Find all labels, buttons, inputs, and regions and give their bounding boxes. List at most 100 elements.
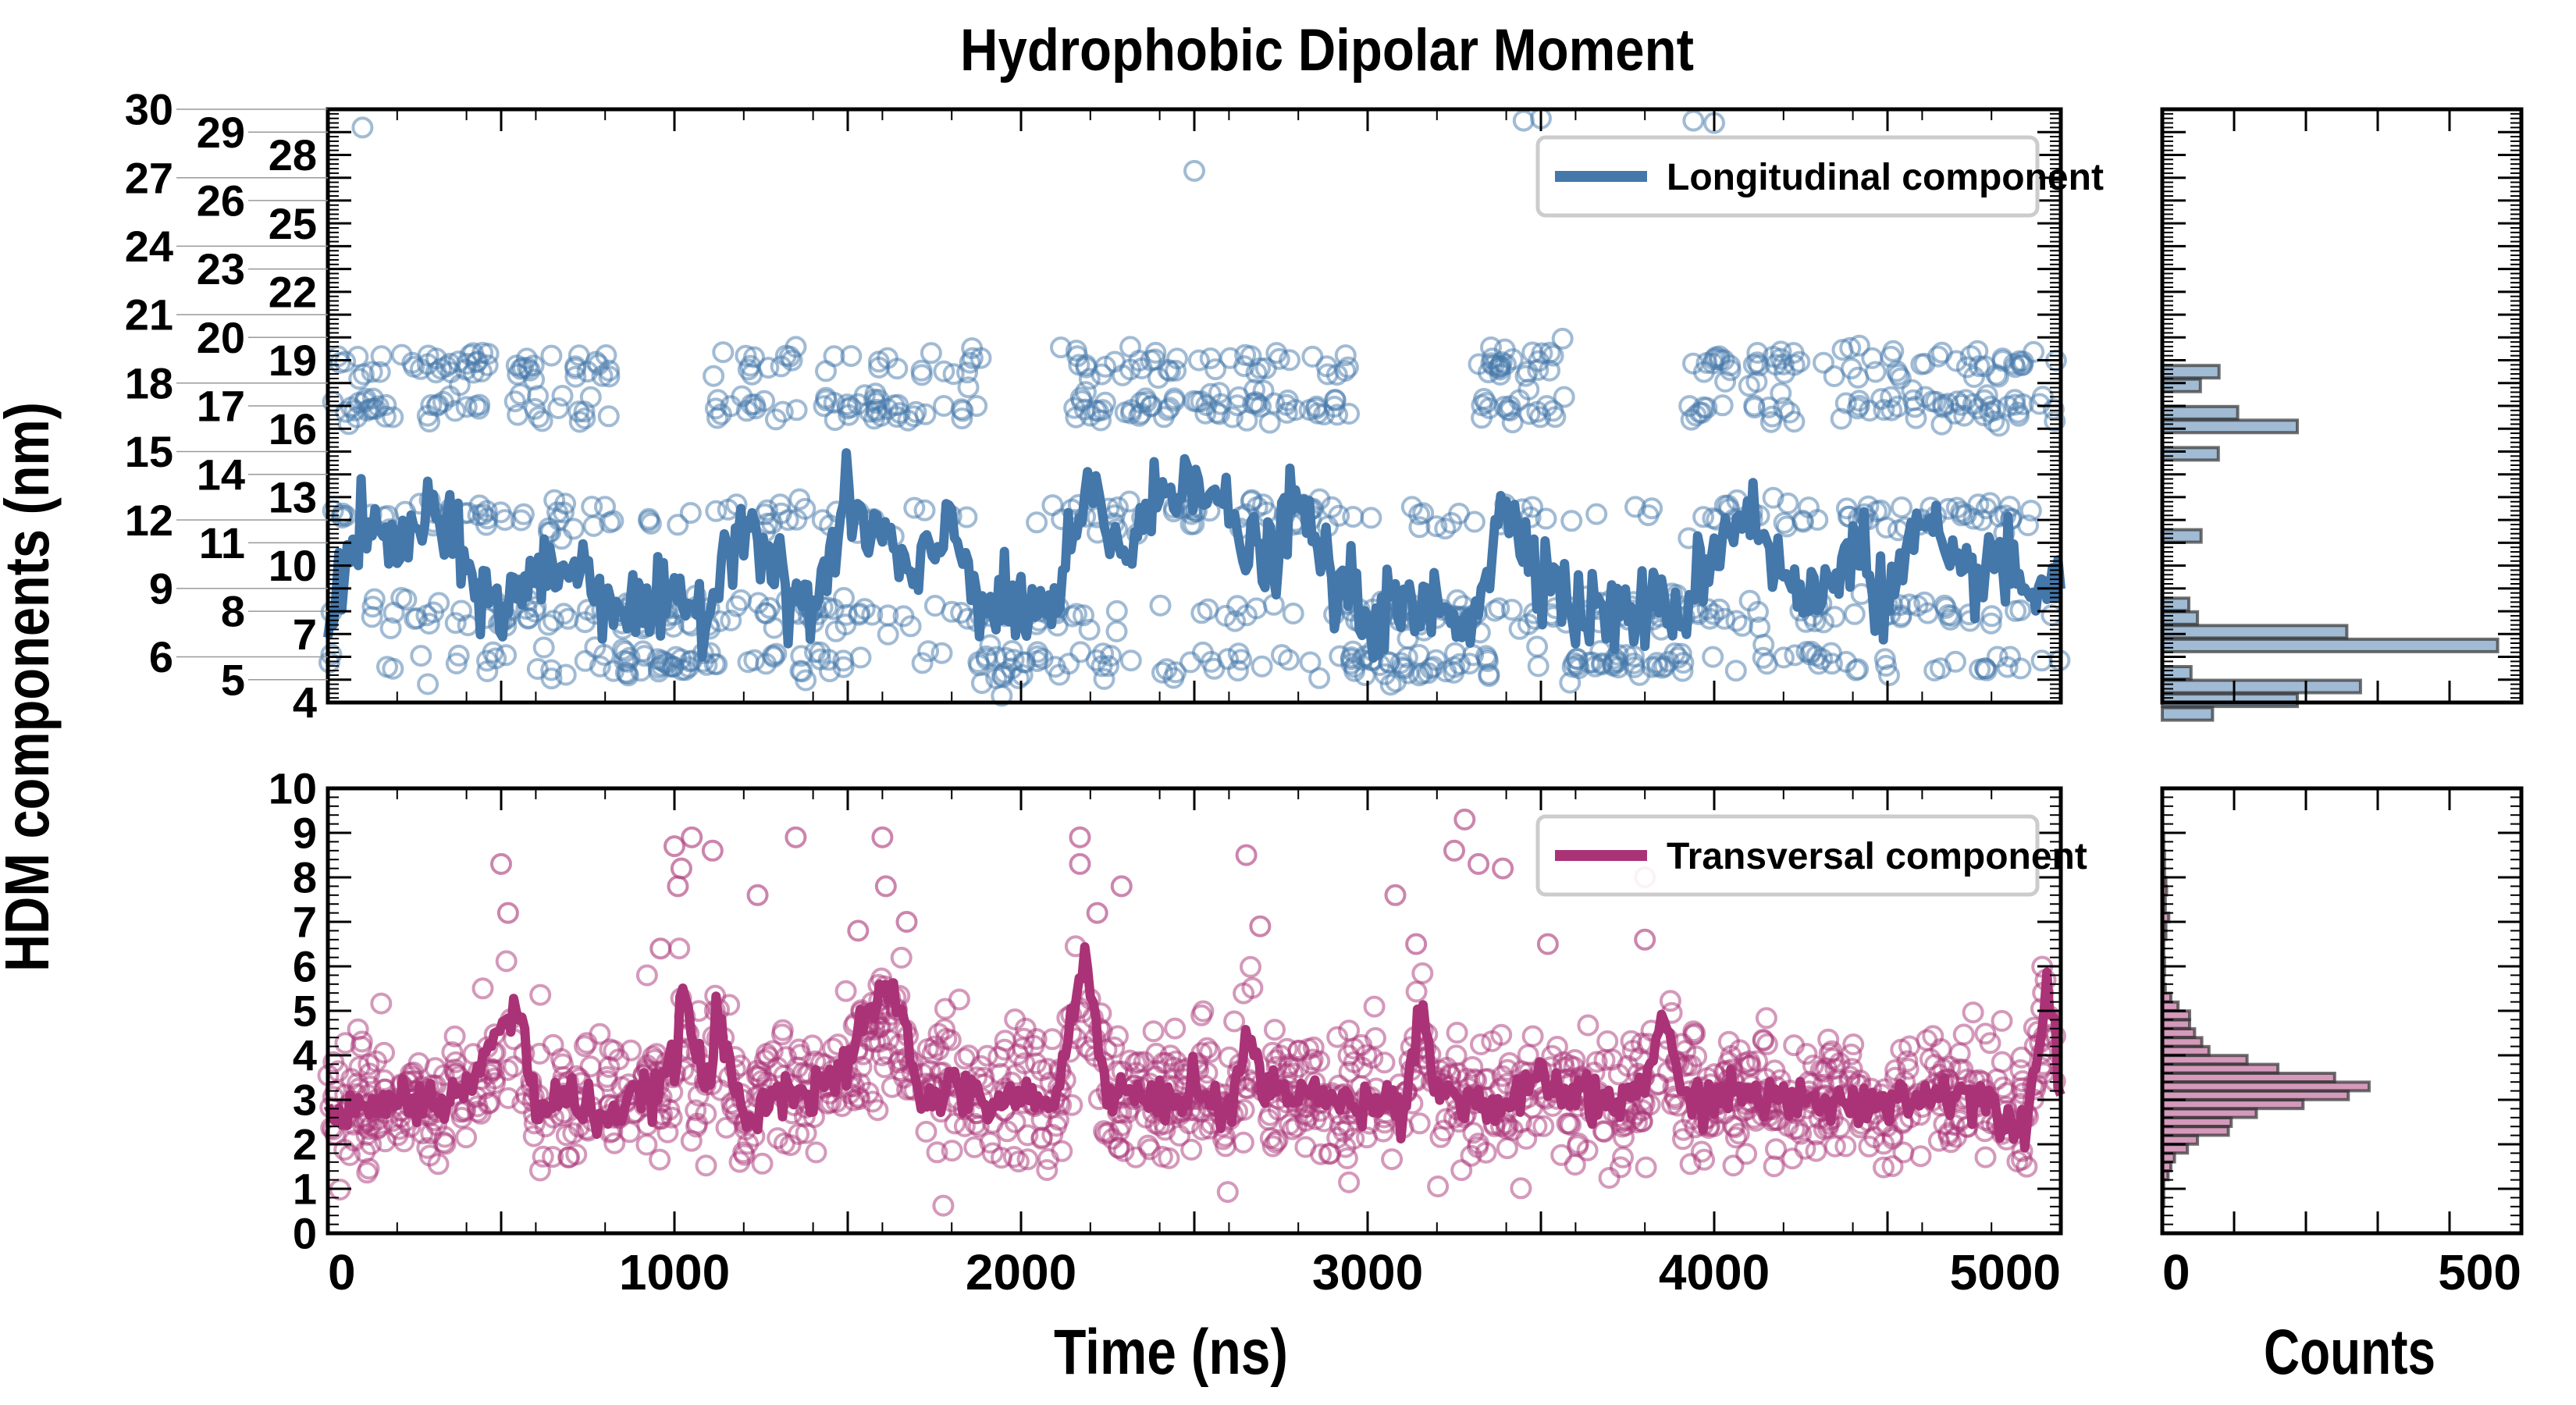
transversal-point	[1016, 1148, 1039, 1171]
longitudinal-point	[1770, 340, 1792, 363]
transversal-point	[827, 1033, 849, 1056]
longitudinal-point	[1955, 356, 1978, 379]
longitudinal-point	[468, 494, 491, 517]
longitudinal-point	[991, 685, 1013, 707]
longitudinal-point	[790, 645, 813, 667]
longitudinal-point	[568, 411, 591, 433]
transversal-hist-bar	[2161, 1143, 2190, 1155]
transversal-outlier	[871, 826, 894, 848]
transversal-point	[443, 1025, 466, 1048]
transversal-ytick-label: 5	[293, 987, 317, 1036]
transversal-point	[1257, 1108, 1279, 1131]
longitudinal-point	[933, 395, 955, 417]
longitudinal-point	[785, 336, 807, 358]
transversal-point	[939, 1029, 962, 1051]
longitudinal-point	[1050, 336, 1072, 359]
transversal-point	[1557, 1112, 1580, 1135]
longitudinal-hist-bar	[2161, 665, 2193, 681]
longitudinal-point	[2009, 657, 2032, 680]
transversal-point	[1763, 1155, 1785, 1178]
transversal-point	[1381, 1148, 1404, 1171]
transversal-point	[1048, 1108, 1069, 1131]
longitudinal-point	[507, 404, 529, 426]
transversal-hist-xtick-label: 0	[2162, 1244, 2190, 1300]
longitudinal-point	[735, 344, 757, 367]
longitudinal-point	[1443, 656, 1465, 678]
longitudinal-hist-bar	[2161, 706, 2215, 722]
longitudinal-point	[703, 365, 725, 387]
longitudinal-point	[568, 400, 590, 423]
longitudinal-point	[720, 609, 742, 631]
transversal-point	[964, 1112, 987, 1135]
longitudinal-point	[951, 407, 973, 430]
longitudinal-point	[815, 389, 838, 411]
longitudinal-point	[923, 595, 946, 617]
transversal-outlier	[746, 884, 769, 906]
longitudinal-point	[1282, 603, 1304, 624]
longitudinal-point	[910, 359, 933, 382]
longitudinal-point	[704, 397, 727, 420]
longitudinal-point	[1298, 399, 1321, 422]
transversal-point	[1898, 1035, 1921, 1058]
transversal-ytick-label: 9	[293, 809, 317, 858]
transversal-hist-bar	[2161, 1054, 2249, 1066]
longitudinal-point	[1475, 645, 1497, 667]
longitudinal-point	[1308, 667, 1331, 689]
longitudinal-point	[1591, 652, 1614, 674]
transversal-point	[1337, 1044, 1360, 1067]
longitudinal-point	[877, 347, 898, 369]
longitudinal-point	[1646, 655, 1669, 678]
longitudinal-point	[1811, 648, 1834, 670]
transversal-xtick-label: 2000	[966, 1244, 1076, 1300]
longitudinal-point	[1079, 404, 1101, 427]
transversal-point	[1974, 1023, 1997, 1045]
longitudinal-point	[791, 660, 813, 683]
longitudinal-point	[1870, 388, 1893, 411]
transversal-point	[635, 1133, 658, 1156]
transversal-point	[993, 1038, 1016, 1061]
transversal-point	[1041, 1028, 1063, 1051]
longitudinal-ytick-label: 16	[269, 404, 317, 454]
longitudinal-legend-label: Longitudinal component	[1667, 157, 2104, 198]
longitudinal-point	[455, 396, 478, 418]
longitudinal-point	[770, 502, 792, 525]
transversal-ytick-label: 0	[293, 1209, 317, 1258]
longitudinal-point	[1480, 352, 1503, 375]
longitudinal-point	[1624, 496, 1646, 518]
transversal-xtick-label: 4000	[1659, 1244, 1770, 1300]
longitudinal-point	[1553, 386, 1575, 408]
transversal-point	[728, 1151, 751, 1173]
longitudinal-point	[445, 653, 468, 674]
transversal-point	[1343, 1127, 1365, 1150]
transversal-point	[649, 1148, 671, 1171]
longitudinal-point	[1066, 603, 1087, 625]
longitudinal-hist-bar	[2161, 692, 2299, 709]
longitudinal-point	[540, 659, 563, 681]
longitudinal-point	[1783, 354, 1806, 376]
longitudinal-point	[337, 413, 360, 436]
longitudinal-point	[574, 649, 596, 672]
longitudinal-point	[1448, 503, 1471, 525]
transversal-point	[1521, 1025, 1544, 1048]
longitudinal-point	[822, 598, 845, 621]
transversal-outlier	[1536, 933, 1559, 955]
longitudinal-point	[1986, 646, 2008, 668]
longitudinal-point	[447, 350, 470, 373]
transversal-point	[1937, 1122, 1960, 1144]
longitudinal-point	[1075, 356, 1098, 379]
longitudinal-point	[348, 368, 371, 390]
longitudinal-histogram	[2160, 107, 2524, 722]
transversal-point	[1287, 1040, 1310, 1062]
longitudinal-point	[1678, 395, 1701, 418]
transversal-point	[348, 1055, 371, 1078]
longitudinal-point	[1069, 641, 1092, 663]
transversal-point	[919, 1059, 941, 1082]
longitudinal-point	[543, 489, 566, 511]
longitudinal-point	[1980, 612, 2002, 635]
longitudinal-point	[1268, 347, 1290, 370]
longitudinal-ytick-label: 17	[197, 382, 245, 431]
transversal-point	[1137, 1134, 1159, 1157]
transversal-point	[1617, 1055, 1639, 1077]
transversal-hist-bar	[2161, 1080, 2371, 1093]
longitudinal-point	[777, 509, 799, 532]
